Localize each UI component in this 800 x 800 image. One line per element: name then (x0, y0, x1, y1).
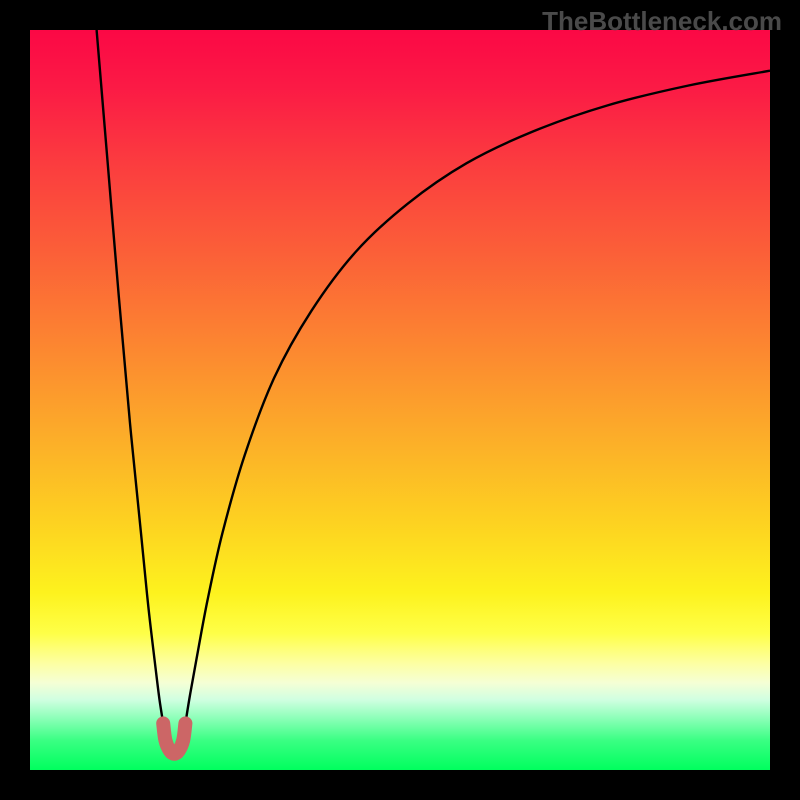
curve-overlay (30, 30, 770, 770)
bottleneck-chart (30, 30, 770, 770)
curve-right (185, 71, 770, 724)
watermark-text: TheBottleneck.com (542, 6, 782, 37)
curve-bottom-u (163, 723, 185, 753)
curve-left (97, 30, 164, 723)
